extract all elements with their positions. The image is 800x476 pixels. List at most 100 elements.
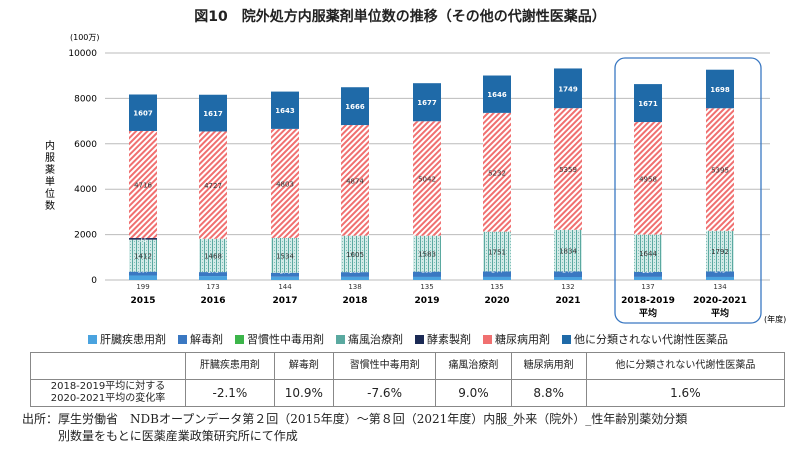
bar-segment: [341, 272, 369, 277]
change-rate-cell: -7.6%: [332, 379, 437, 407]
bar-segment: [271, 276, 299, 280]
legend: 肝臓疾患用剤 解毒剤 習慣性中毒用剤 痛風治療剤 酵素製剤 糖尿病用剤 他に分類されない代謝…: [88, 331, 728, 347]
bar-segment: [554, 229, 582, 272]
bar-segment: [706, 108, 734, 231]
data-label: 1468: [204, 252, 222, 260]
bar-segment: [483, 112, 511, 232]
x-tick-label: 平均: [711, 307, 729, 319]
data-label: 144: [278, 283, 292, 291]
legend-label: 肝臓疾患用剤: [100, 333, 166, 346]
bar-segment: [413, 83, 441, 122]
data-label: 1534: [276, 252, 294, 260]
legend-label: 酵素製剤: [427, 333, 471, 346]
change-rate-cell: 9.0%: [435, 379, 512, 407]
bar-segment: [199, 276, 227, 280]
bar-segment: [341, 125, 369, 236]
bar-segment: [271, 237, 299, 273]
data-label: 1698: [710, 86, 730, 94]
legend-item: 習慣性中毒用剤: [235, 331, 324, 347]
column-header: 痛風治療剤: [435, 352, 512, 380]
data-label: 132: [561, 283, 574, 291]
x-tick-label: 2021: [555, 296, 580, 306]
bar-segment: [129, 239, 157, 272]
legend-swatch: [178, 335, 187, 344]
lower-section: 肝臓疾患用剤 解毒剤 習慣性中毒用剤 痛風治療剤 糖尿病用剤 他に分類されない代謝性医薬品…: [22, 352, 792, 445]
change-rate-cell: 8.8%: [510, 379, 587, 407]
bar-segment: [483, 276, 511, 280]
x-tick-label: 平均: [639, 307, 657, 319]
footnote: 出所：厚生労働省 NDBオープンデータ第２回（2015年度）〜第８回（2021年…: [22, 411, 792, 445]
change-rate-cell: 10.9%: [273, 379, 334, 407]
column-header: 糖尿病用剤: [510, 352, 587, 380]
data-label: 1412: [134, 253, 152, 261]
x-tick-label: 2019: [414, 296, 439, 306]
bar-segment: [483, 231, 511, 272]
bar-segment: [129, 94, 157, 131]
data-label: 4803: [276, 180, 294, 188]
data-label: 1607: [133, 110, 153, 118]
legend-item: 糖尿病用剤: [483, 331, 550, 347]
y-tick-label: 2000: [74, 231, 97, 241]
legend-item: 他に分類されない代謝性医薬品: [562, 331, 728, 347]
data-label: 199: [136, 283, 149, 291]
bar-segment: [706, 69, 734, 109]
row-label: 2018-2019平均に対する 2020-2021平均の変化率: [30, 379, 186, 407]
bar-segment: [554, 108, 582, 230]
x-tick-label: 2018: [342, 296, 367, 306]
legend-label: 解毒剤: [190, 333, 223, 346]
legend-item: 解毒剤: [178, 331, 223, 347]
bar-segment: [413, 276, 441, 280]
bar-segment: [634, 234, 662, 272]
x-tick-label: 2018-2019: [621, 296, 675, 306]
data-label: 137: [641, 283, 654, 291]
bar-segment: [634, 84, 662, 123]
bar-segment: [483, 75, 511, 113]
data-label: 5042: [418, 175, 436, 183]
x-tick-label: 2016: [200, 296, 225, 306]
column-header: 他に分類されない代謝性医薬品: [585, 352, 786, 380]
bar-segment: [634, 276, 662, 280]
bar-segment: [554, 271, 582, 278]
bar-segment: [413, 271, 441, 277]
data-label: 135: [490, 283, 503, 291]
y-tick-label: 6000: [74, 140, 97, 150]
x-unit-label: (年度): [764, 314, 786, 324]
legend-swatch: [483, 335, 492, 344]
table-corner: [30, 352, 186, 380]
legend-item: 酵素製剤: [415, 331, 471, 347]
bar-segment: [271, 272, 299, 277]
x-tick-label: 2020: [484, 296, 509, 306]
x-tick-label: 2015: [130, 296, 155, 306]
x-tick-label: 2017: [272, 296, 297, 306]
data-label: 1643: [275, 107, 295, 115]
bar-segment: [634, 122, 662, 235]
chart-title: 図10 院外処方内服薬剤単位数の推移（その他の代謝性医薬品）: [194, 9, 606, 25]
data-label: 4958: [639, 175, 657, 183]
bar-segment: [483, 271, 511, 277]
stacked-bar-chart: (100万) 0 2000 4000 6000 8000 10000 内服薬単位数 199 167…: [43, 33, 787, 324]
bar-segment: [706, 271, 734, 277]
legend-label: 痛風治療剤: [348, 333, 403, 346]
data-label: 5395: [711, 166, 729, 174]
data-label: 1644: [639, 250, 657, 258]
legend-label: 習慣性中毒用剤: [247, 333, 324, 346]
bar-segment: [199, 272, 227, 277]
bar-segment: [413, 121, 441, 236]
bar-segment: [413, 235, 441, 272]
data-label: 1666: [345, 103, 365, 111]
data-label: 1671: [638, 100, 658, 108]
data-label: 71: [139, 237, 147, 244]
legend-swatch: [88, 335, 97, 344]
data-label: 5359: [559, 166, 577, 174]
bar-segment: [634, 271, 662, 277]
data-label: 4874: [346, 177, 364, 185]
data-label: 4727: [204, 182, 222, 190]
data-label: 173: [206, 283, 219, 291]
bar-segment: [554, 277, 582, 280]
data-label: 1751: [488, 249, 506, 257]
data-label: 1605: [346, 251, 364, 259]
data-label: 1834: [559, 248, 577, 256]
data-label: 135: [420, 283, 433, 291]
data-label: 4716: [134, 182, 152, 190]
legend-swatch: [562, 335, 571, 344]
